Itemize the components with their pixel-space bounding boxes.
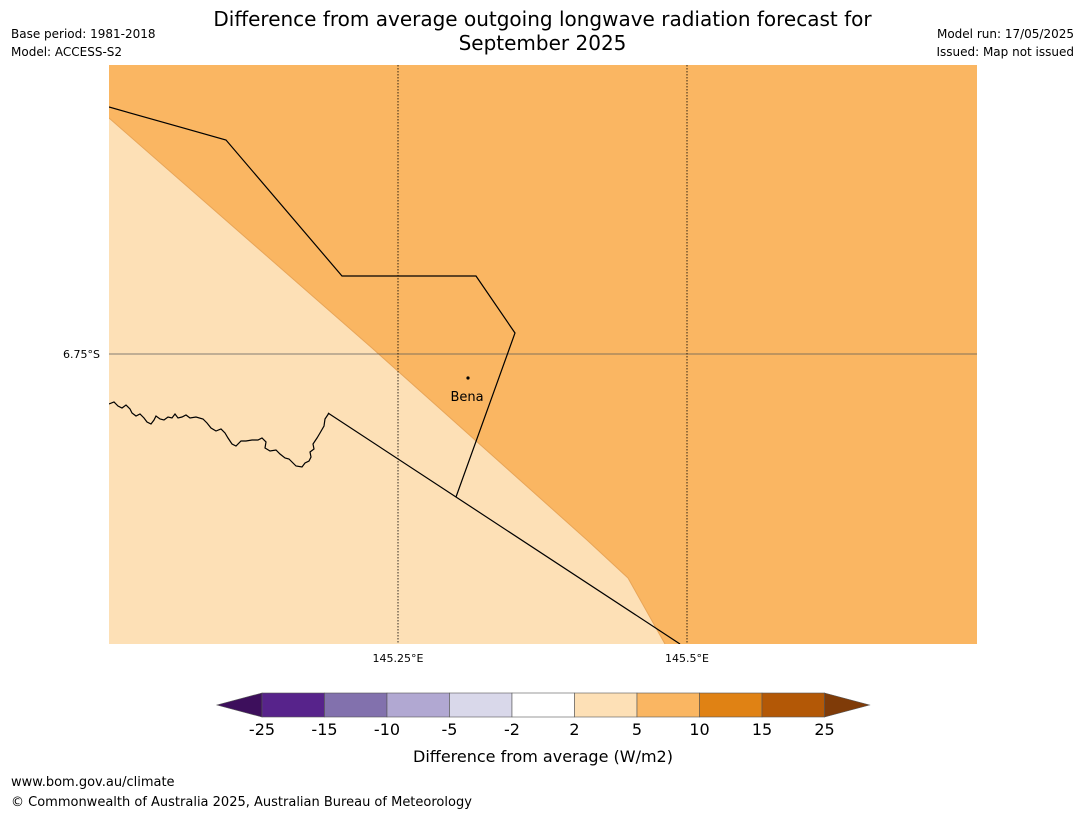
- colorbar-swatch: [324, 692, 388, 718]
- footer-url[interactable]: www.bom.gov.au/climate: [11, 775, 175, 790]
- colorbar-tick-label: -2: [504, 720, 520, 739]
- colorbar-swatch: [449, 692, 513, 718]
- colorbar-tick-label: 5: [632, 720, 642, 739]
- colorbar-tick-label: -15: [311, 720, 337, 739]
- colorbar-extend-low: [215, 692, 263, 718]
- latitude-label: 6.75°S: [63, 348, 100, 361]
- contour-boundary: [109, 117, 666, 644]
- meta-left: Base period: 1981-2018 Model: ACCESS-S2: [11, 25, 156, 61]
- longitude-label-2: 145.5°E: [665, 652, 709, 665]
- model-name: Model: ACCESS-S2: [11, 45, 123, 59]
- issued-status: Issued: Map not issued: [936, 45, 1074, 59]
- title-line-2: September 2025: [458, 31, 627, 55]
- colorbar-swatch: [511, 692, 575, 718]
- map-area: [109, 65, 977, 644]
- town-label: Bena: [450, 390, 483, 405]
- colorbar-tick-label: -5: [442, 720, 458, 739]
- colorbar-swatch: [386, 692, 450, 718]
- colorbar: -25 -15 -10 -5 -2 2 5 10 15 25: [215, 692, 871, 739]
- map-title: Difference from average outgoing longwav…: [0, 7, 1085, 55]
- colorbar-tick-label: 10: [689, 720, 709, 739]
- colorbar-tick-label: 25: [814, 720, 834, 739]
- province-boundary: [109, 106, 516, 498]
- colorbar-swatch: [574, 692, 638, 718]
- meta-right: Model run: 17/05/2025 Issued: Map not is…: [936, 25, 1074, 61]
- district-boundary: [327, 412, 681, 644]
- longitude-label-1: 145.25°E: [373, 652, 424, 665]
- colorbar-tick-label: 15: [752, 720, 772, 739]
- title-line-1: Difference from average outgoing longwav…: [213, 7, 872, 31]
- coastline: [109, 401, 330, 468]
- colorbar-tick-label: -10: [374, 720, 400, 739]
- base-period: Base period: 1981-2018: [11, 27, 156, 41]
- footer-copyright: © Commonwealth of Australia 2025, Austra…: [11, 795, 472, 810]
- anomaly-2-to-5-region: [109, 118, 665, 644]
- colorbar-swatch: [636, 692, 700, 718]
- colorbar-swatch: [699, 692, 763, 718]
- model-run: Model run: 17/05/2025: [936, 27, 1074, 41]
- colorbar-tick-label: -25: [249, 720, 275, 739]
- town-marker: [466, 376, 470, 380]
- colorbar-tick-label: 2: [569, 720, 579, 739]
- colorbar-extend-high: [824, 692, 871, 718]
- colorbar-swatch: [761, 692, 825, 718]
- colorbar-swatch: [261, 692, 325, 718]
- colorbar-title: Difference from average (W/m2): [413, 747, 673, 766]
